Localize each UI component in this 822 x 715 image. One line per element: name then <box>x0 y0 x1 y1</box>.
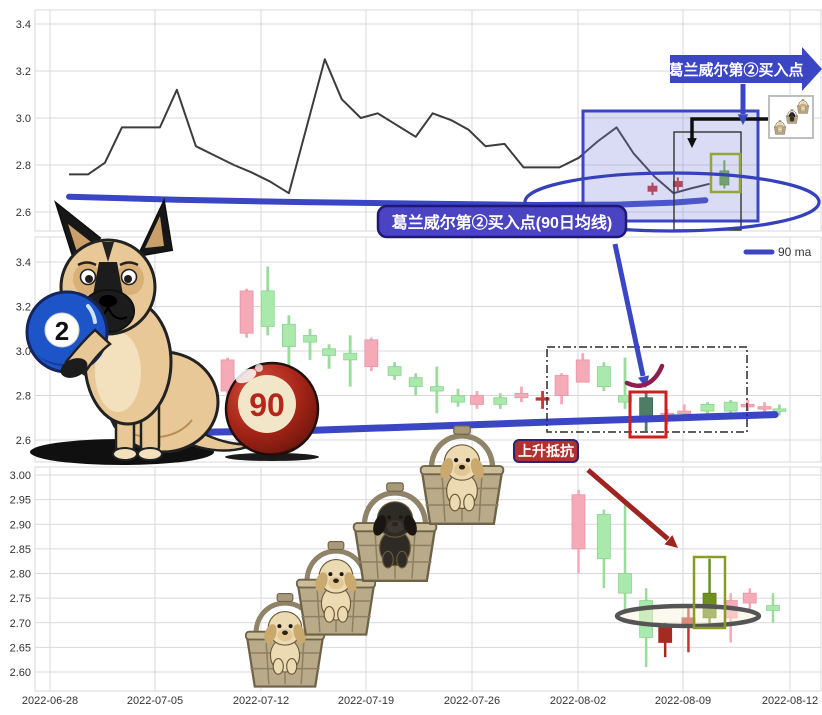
label-text: 上升抵抗 <box>518 443 574 459</box>
ma90-line <box>66 193 709 208</box>
candle-down <box>514 386 529 403</box>
highlight-shade-rect <box>581 109 760 223</box>
candle-up <box>387 362 402 380</box>
y-axis-label: 2.70 <box>10 618 31 630</box>
billiard-ball-90: 90 <box>224 361 320 461</box>
golden-puppy-basket <box>295 541 377 636</box>
ma-buy-point-label: 葛兰威尔第②买入点(90日均线) <box>376 204 628 239</box>
y-axis-label: 2.8 <box>16 160 31 172</box>
candle-down <box>647 182 658 196</box>
y-axis-label: 3.2 <box>16 302 31 314</box>
candle-up <box>618 504 632 613</box>
top-panel-series <box>66 58 730 208</box>
candle-up <box>596 509 611 589</box>
olive-highlight-box <box>692 555 727 630</box>
y-axis-label: 3.4 <box>16 257 31 269</box>
golden-puppy-basket <box>244 593 326 688</box>
candle-up <box>408 373 423 396</box>
y-axis-label: 2.95 <box>10 495 31 507</box>
candle-down <box>239 288 254 338</box>
x-axis-label: 2022-08-09 <box>655 695 711 707</box>
black-puppy-basket <box>785 109 799 124</box>
x-axis-label: 2022-07-12 <box>233 695 289 707</box>
candle-up <box>493 393 508 409</box>
mini-inset-image <box>768 95 814 139</box>
y-axis-label: 2.85 <box>10 544 31 556</box>
y-axis-label: 3.0 <box>16 346 31 358</box>
y-axis-label: 2.8 <box>16 391 31 403</box>
x-axis: 2022-06-28 2022-07-05 2022-07-12 2022-07-19… <box>22 695 818 707</box>
golden-puppy-basket <box>796 99 810 114</box>
ball-90-number: 90 <box>249 387 285 423</box>
candle-down <box>535 391 550 409</box>
rising-resistance-label: 上升抵抗 <box>513 439 579 463</box>
candle-down <box>575 353 590 383</box>
banner-arrow-tip <box>802 47 822 91</box>
x-axis-label: 2022-08-02 <box>550 695 606 707</box>
y-axis-label: 2.60 <box>10 667 31 679</box>
pool-ball-2: 2 <box>25 290 112 378</box>
candle-up <box>260 266 275 336</box>
puppy-chairlift-illustrations <box>244 425 505 688</box>
candle-up <box>766 593 780 623</box>
top-panel-annotations <box>523 109 821 233</box>
y-axis-label: 3.00 <box>10 470 31 482</box>
candle-up <box>429 366 444 414</box>
golden-puppy-basket <box>773 120 787 135</box>
candle-up <box>723 399 738 414</box>
maroon-swoosh <box>624 363 665 388</box>
candle-up <box>639 393 654 432</box>
y-axis-label: 3.2 <box>16 66 31 78</box>
middle-panel-annotations <box>546 346 748 439</box>
y-axis-label: 2.80 <box>10 569 31 581</box>
x-axis-label: 2022-06-28 <box>22 695 78 707</box>
candle-down <box>470 391 484 409</box>
y-axis-label: 2.75 <box>10 593 31 605</box>
x-axis-label: 2022-07-05 <box>127 695 183 707</box>
ma-legend: 90 ma <box>743 245 812 259</box>
buy-point-banner: 葛兰威尔第②买入点 <box>667 47 822 91</box>
candle-up <box>772 404 787 416</box>
y-axis-label: 2.65 <box>10 642 31 654</box>
close-price-line <box>69 58 710 195</box>
candle-down <box>554 373 569 405</box>
candle-up <box>303 328 317 360</box>
label-to-candle-arrow <box>612 243 665 388</box>
red-highlight-box <box>628 390 668 439</box>
y-axis-label: 3.0 <box>16 113 31 125</box>
y-axis-label: 2.6 <box>16 207 31 219</box>
label-box <box>376 204 628 239</box>
banner-label: 葛兰威尔第②买入点 <box>667 61 803 79</box>
y-axis-label: 2.6 <box>16 435 31 447</box>
x-axis-label: 2022-07-19 <box>338 695 394 707</box>
blue-ellipse-highlight <box>523 171 821 233</box>
dog-paw <box>60 358 88 378</box>
candle-down <box>571 489 586 574</box>
x-axis-label: 2022-07-26 <box>444 695 500 707</box>
candle-down <box>364 337 379 372</box>
dash-dot-box <box>546 346 748 433</box>
label-box <box>513 439 579 463</box>
candle-up <box>596 362 611 392</box>
ball-2-number: 2 <box>55 316 69 346</box>
candle-up <box>451 388 465 407</box>
gray-ellipse-highlight <box>614 603 762 629</box>
legend-label: 90 ma <box>778 245 812 259</box>
resistance-arrow <box>586 468 678 548</box>
banner-down-arrow <box>737 84 749 125</box>
label-text: 葛兰威尔第②买入点(90日均线) <box>392 213 612 232</box>
black-puppy-basket <box>352 482 438 583</box>
y-axis-label: 2.90 <box>10 519 31 531</box>
y-axis-label: 3.4 <box>16 19 31 31</box>
banner-body <box>670 55 802 83</box>
x-axis-label: 2022-08-12 <box>762 695 818 707</box>
golden-puppy-basket <box>419 425 505 526</box>
bottom-panel-series <box>571 489 780 668</box>
candle-up <box>322 344 336 369</box>
candle-down <box>757 402 772 414</box>
candle-up <box>343 335 358 387</box>
